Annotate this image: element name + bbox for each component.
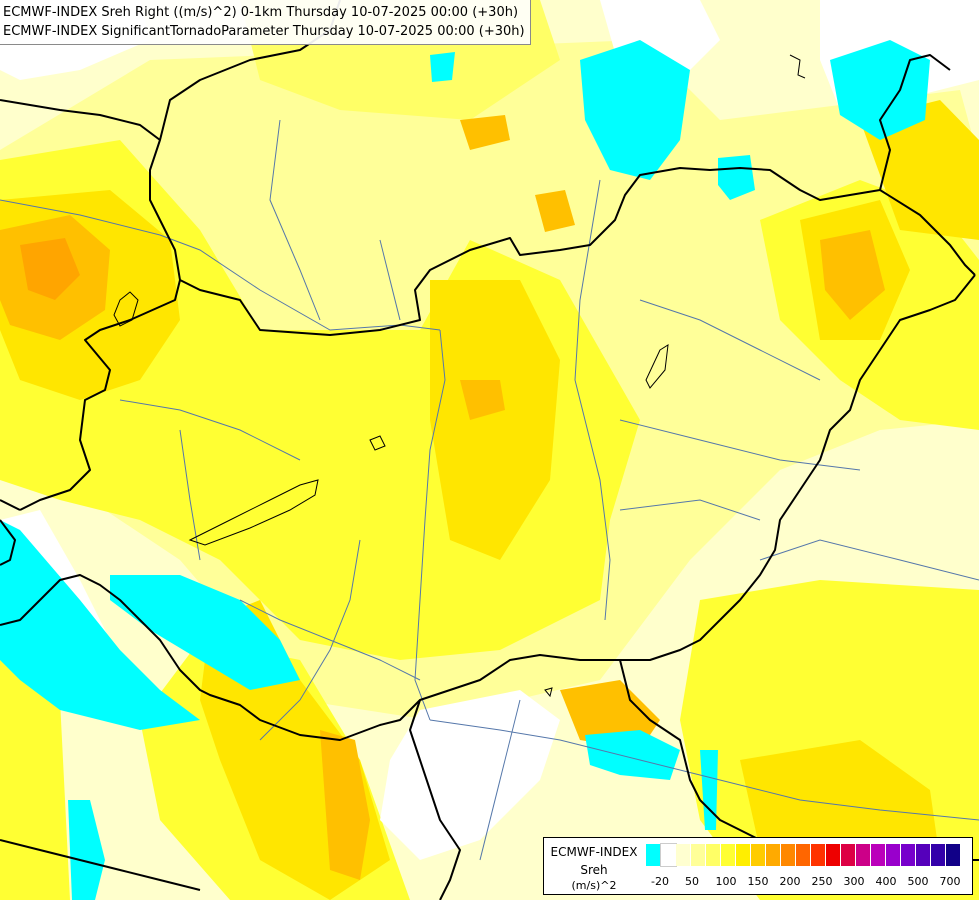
- legend-swatch: [871, 844, 886, 866]
- legend-box: ECMWF-INDEX Sreh (m/s)^2 -20 50 100 150 …: [543, 837, 973, 895]
- legend-swatch: [856, 844, 871, 866]
- legend-tick: 200: [779, 875, 801, 888]
- legend-tick: -20: [651, 875, 669, 888]
- legend-tick: 700: [939, 875, 961, 888]
- legend-swatch: [646, 844, 661, 866]
- legend-tick: 100: [715, 875, 737, 888]
- legend-swatch: [781, 844, 796, 866]
- legend-tick: 50: [685, 875, 699, 888]
- legend-swatch: [736, 844, 751, 866]
- legend-swatch: [751, 844, 766, 866]
- legend-swatch: [811, 844, 826, 866]
- tornado-parameter-contours: [369, 54, 806, 698]
- legend-swatch: [691, 844, 706, 866]
- legend-swatch: [901, 844, 916, 866]
- legend-parameter: Sreh: [580, 863, 608, 877]
- legend-color-scale: [646, 843, 961, 867]
- legend-tick: 150: [747, 875, 769, 888]
- legend-swatch: [706, 844, 721, 866]
- legend-swatch: [766, 844, 781, 866]
- legend-source: ECMWF-INDEX: [550, 845, 638, 859]
- legend-swatch: [721, 844, 736, 866]
- legend-swatch: [841, 844, 856, 866]
- rivers-layer: [0, 119, 979, 861]
- legend-swatch: [946, 844, 961, 866]
- legend-tick: 500: [907, 875, 929, 888]
- map-title-box: ECMWF-INDEX Sreh Right ((m/s)^2) 0-1km T…: [0, 0, 531, 45]
- legend-tick: 250: [811, 875, 833, 888]
- legend-swatch: [916, 844, 931, 866]
- legend-swatch: [886, 844, 901, 866]
- legend-tick: 400: [875, 875, 897, 888]
- legend-swatch: [826, 844, 841, 866]
- legend-swatch: [931, 844, 946, 866]
- legend-swatch: [676, 844, 691, 866]
- legend-swatch: [796, 844, 811, 866]
- legend-unit: (m/s)^2: [571, 879, 617, 892]
- legend-tick: 300: [843, 875, 865, 888]
- legend-swatch: [660, 843, 677, 867]
- title-stp: ECMWF-INDEX SignificantTornadoParameter …: [3, 24, 525, 39]
- title-sreh: ECMWF-INDEX Sreh Right ((m/s)^2) 0-1km T…: [3, 5, 519, 20]
